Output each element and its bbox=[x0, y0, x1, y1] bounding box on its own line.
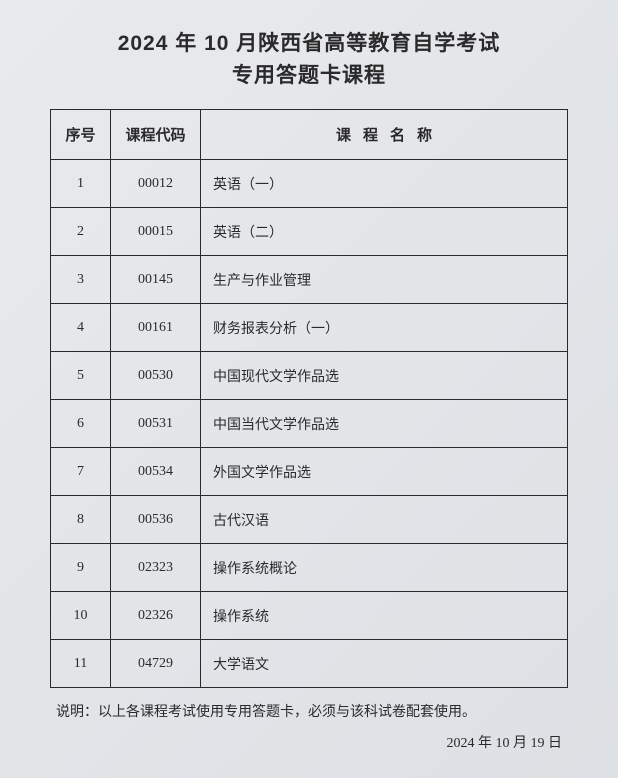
table-row: 11 04729 大学语文 bbox=[51, 640, 568, 688]
table-body: 1 00012 英语（一） 2 00015 英语（二） 3 00145 生产与作… bbox=[51, 160, 568, 688]
table-row: 7 00534 外国文学作品选 bbox=[51, 448, 568, 496]
header-code: 课程代码 bbox=[111, 110, 201, 160]
date-text: 2024 年 10 月 19 日 bbox=[50, 732, 568, 752]
table-row: 1 00012 英语（一） bbox=[51, 160, 568, 208]
cell-code: 00012 bbox=[111, 160, 201, 208]
cell-code: 00161 bbox=[111, 304, 201, 352]
cell-code: 00530 bbox=[111, 352, 201, 400]
cell-seq: 2 bbox=[51, 208, 111, 256]
table-row: 2 00015 英语（二） bbox=[51, 208, 568, 256]
cell-name: 外国文学作品选 bbox=[201, 448, 568, 496]
cell-seq: 9 bbox=[51, 544, 111, 592]
table-row: 9 02323 操作系统概论 bbox=[51, 544, 568, 592]
table-row: 5 00530 中国现代文学作品选 bbox=[51, 352, 568, 400]
cell-code: 00531 bbox=[111, 400, 201, 448]
cell-seq: 5 bbox=[51, 352, 111, 400]
page-title: 2024 年 10 月陕西省高等教育自学考试 专用答题卡课程 bbox=[50, 28, 568, 91]
cell-code: 04729 bbox=[111, 640, 201, 688]
cell-name: 操作系统概论 bbox=[201, 544, 568, 592]
cell-name: 生产与作业管理 bbox=[201, 256, 568, 304]
note-text: 说明：以上各课程考试使用专用答题卡，必须与该科试卷配套使用。 bbox=[50, 702, 568, 724]
cell-name: 古代汉语 bbox=[201, 496, 568, 544]
cell-code: 00536 bbox=[111, 496, 201, 544]
cell-name: 英语（一） bbox=[201, 160, 568, 208]
cell-name: 中国现代文学作品选 bbox=[201, 352, 568, 400]
header-seq: 序号 bbox=[51, 110, 111, 160]
cell-seq: 7 bbox=[51, 448, 111, 496]
course-table: 序号 课程代码 课程名称 1 00012 英语（一） 2 00015 英语（二）… bbox=[50, 109, 568, 688]
cell-name: 英语（二） bbox=[201, 208, 568, 256]
table-row: 10 02326 操作系统 bbox=[51, 592, 568, 640]
cell-seq: 10 bbox=[51, 592, 111, 640]
cell-seq: 8 bbox=[51, 496, 111, 544]
cell-name: 大学语文 bbox=[201, 640, 568, 688]
cell-code: 02326 bbox=[111, 592, 201, 640]
title-line-2: 专用答题卡课程 bbox=[50, 60, 568, 92]
cell-code: 00534 bbox=[111, 448, 201, 496]
cell-code: 00015 bbox=[111, 208, 201, 256]
table-row: 6 00531 中国当代文学作品选 bbox=[51, 400, 568, 448]
cell-seq: 4 bbox=[51, 304, 111, 352]
table-header-row: 序号 课程代码 课程名称 bbox=[51, 110, 568, 160]
cell-seq: 3 bbox=[51, 256, 111, 304]
table-row: 8 00536 古代汉语 bbox=[51, 496, 568, 544]
header-name: 课程名称 bbox=[201, 110, 568, 160]
cell-seq: 6 bbox=[51, 400, 111, 448]
cell-seq: 1 bbox=[51, 160, 111, 208]
cell-name: 操作系统 bbox=[201, 592, 568, 640]
cell-seq: 11 bbox=[51, 640, 111, 688]
cell-name: 财务报表分析（一） bbox=[201, 304, 568, 352]
cell-code: 00145 bbox=[111, 256, 201, 304]
cell-name: 中国当代文学作品选 bbox=[201, 400, 568, 448]
table-row: 4 00161 财务报表分析（一） bbox=[51, 304, 568, 352]
cell-code: 02323 bbox=[111, 544, 201, 592]
table-row: 3 00145 生产与作业管理 bbox=[51, 256, 568, 304]
title-line-1: 2024 年 10 月陕西省高等教育自学考试 bbox=[50, 28, 568, 60]
